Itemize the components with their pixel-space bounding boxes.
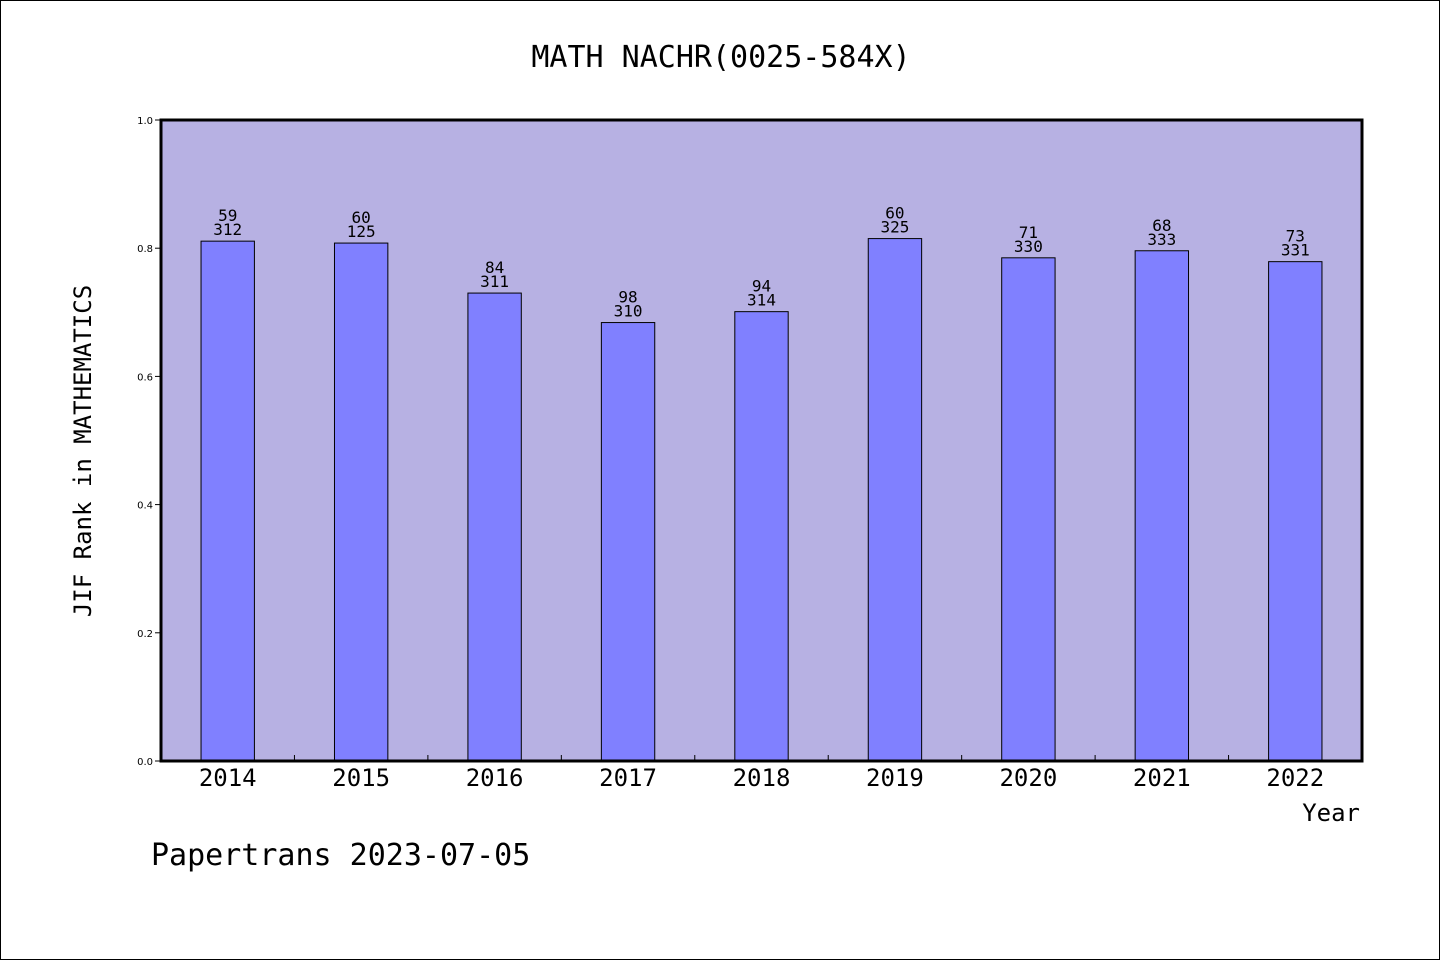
x-tick-label: 2020 xyxy=(999,764,1057,792)
x-tick-label: 2015 xyxy=(332,764,390,792)
bar-2021 xyxy=(1134,250,1190,762)
bar-2015 xyxy=(333,242,389,762)
bar-2014 xyxy=(200,240,255,762)
x-tick-label: 2017 xyxy=(599,764,657,792)
y-tick-label: 0.8 xyxy=(137,244,153,255)
bar-total-label: 310 xyxy=(614,302,643,321)
bar-rank-label: 73 xyxy=(1286,227,1305,246)
bar-total-label: 331 xyxy=(1281,241,1310,260)
y-tick-label: 1.0 xyxy=(137,116,153,127)
bar-2018 xyxy=(734,311,789,762)
bar-rank-label: 71 xyxy=(1019,223,1038,242)
bar-rank-label: 60 xyxy=(885,204,904,223)
x-tick-label: 2016 xyxy=(466,764,524,792)
bar-total-label: 311 xyxy=(480,272,509,291)
bar-rank-label: 60 xyxy=(352,208,371,227)
bar-rank-label: 84 xyxy=(485,258,504,277)
bar-rank-label: 94 xyxy=(752,277,771,296)
bar-total-label: 333 xyxy=(1147,230,1176,249)
x-tick-label: 2022 xyxy=(1266,764,1324,792)
x-tick-label: 2021 xyxy=(1133,764,1191,792)
y-tick-label: 0.2 xyxy=(137,629,153,640)
footer-credit: Papertrans 2023-07-05 xyxy=(151,838,530,873)
bar-total-label: 125 xyxy=(347,222,376,241)
bar-rank-label: 59 xyxy=(218,206,237,225)
chart-title: MATH NACHR(0025-584X) xyxy=(531,40,910,75)
bar-total-label: 325 xyxy=(880,218,909,237)
bar-2022 xyxy=(1268,261,1323,762)
bar-rank-label: 68 xyxy=(1152,216,1171,235)
x-tick-label: 2019 xyxy=(866,764,924,792)
x-axis-label: Year xyxy=(1302,799,1360,827)
y-tick-label: 0.6 xyxy=(137,372,153,383)
bar-2020 xyxy=(1001,257,1056,762)
bar-total-label: 330 xyxy=(1014,237,1043,256)
y-tick-label: 0.4 xyxy=(137,501,153,512)
y-tick-label: 0.0 xyxy=(137,757,153,768)
x-tick-label: 2018 xyxy=(733,764,791,792)
x-axis: 2014 2015 2016 2017 2018 2019 2020 2021 2022 xyxy=(199,764,1324,792)
y-axis-label: JIF Rank in MATHEMATICS xyxy=(69,285,97,617)
y-axis: 0.0 0.2 0.4 0.6 0.8 1.0 xyxy=(137,116,161,768)
x-tick-label: 2014 xyxy=(199,764,257,792)
bar-2017 xyxy=(600,322,656,762)
bar-2016 xyxy=(467,292,522,762)
bar-total-label: 314 xyxy=(747,291,776,310)
plot-border xyxy=(159,118,1364,763)
bar-2019 xyxy=(867,238,923,762)
bar-rank-label: 98 xyxy=(618,288,637,307)
bar-series xyxy=(200,238,1323,762)
bar-total-label: 312 xyxy=(213,220,242,239)
